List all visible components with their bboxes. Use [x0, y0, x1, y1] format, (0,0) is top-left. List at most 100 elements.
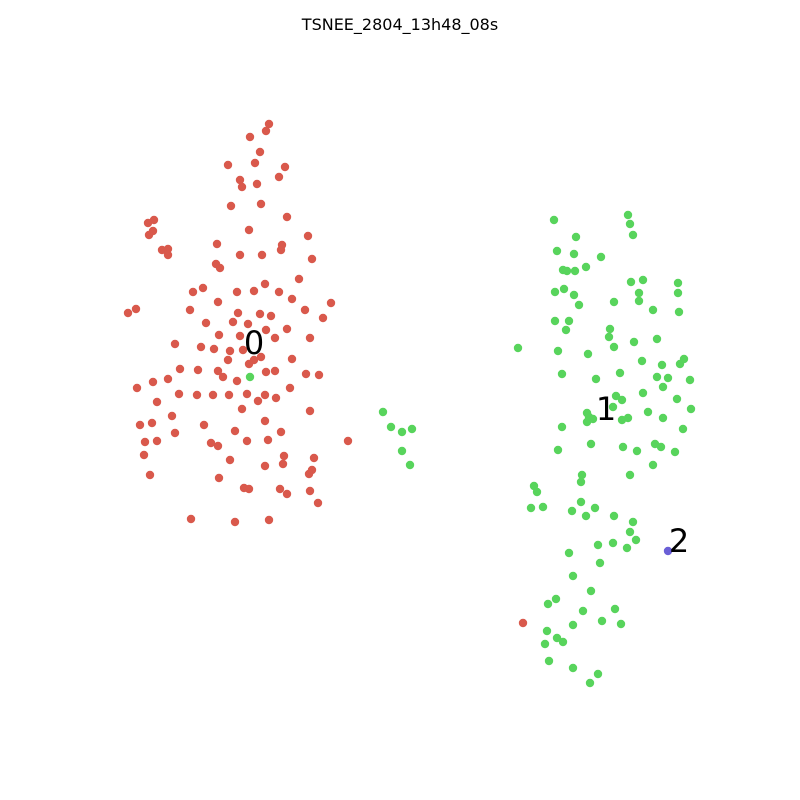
scatter-point-series-0-37	[274, 287, 284, 297]
scatter-point-series-0-104	[242, 436, 252, 446]
scatter-point-series-1-100	[543, 599, 553, 609]
scatter-point-series-0-11	[256, 199, 266, 209]
scatter-point-series-1-42	[615, 368, 625, 378]
scatter-point-series-0-6	[280, 162, 290, 172]
scatter-point-series-0-30	[215, 263, 225, 273]
scatter-point-series-1-43	[652, 372, 662, 382]
scatter-point-series-0-115	[145, 470, 155, 480]
scatter-point-series-0-96	[260, 416, 270, 426]
scatter-point-series-1-4	[571, 232, 581, 242]
scatter-point-series-1-74	[670, 447, 680, 457]
scatter-point-series-1-9	[562, 266, 572, 276]
scatter-point-series-1-61	[557, 422, 567, 432]
scatter-point-series-0-2	[245, 132, 255, 142]
scatter-point-series-1-89	[628, 517, 638, 527]
scatter-point-series-0-50	[243, 319, 253, 329]
scatter-point-series-0-12	[226, 201, 236, 211]
scatter-point-series-0-97	[276, 427, 286, 437]
scatter-point-series-0-98	[230, 426, 240, 436]
scatter-point-series-0-106	[343, 436, 353, 446]
scatter-point-series-1-108	[558, 637, 568, 647]
scatter-point-series-1-84	[576, 497, 586, 507]
scatter-point-series-1-76	[648, 460, 658, 470]
scatter-point-series-1-95	[564, 548, 574, 558]
scatter-point-series-0-39	[213, 297, 223, 307]
scatter-point-series-1-64	[386, 422, 396, 432]
scatter-point-series-1-14	[673, 278, 683, 288]
scatter-point-series-0-68	[175, 364, 185, 374]
scatter-point-series-1-17	[569, 290, 579, 300]
scatter-point-series-0-51	[282, 324, 292, 334]
scatter-point-series-0-1	[261, 126, 271, 136]
scatter-point-series-1-39	[675, 359, 685, 369]
scatter-point-series-1-23	[648, 305, 658, 315]
scatter-point-series-1-68	[405, 460, 415, 470]
scatter-point-series-0-70	[213, 366, 223, 376]
scatter-point-series-1-13	[638, 275, 648, 285]
scatter-point-series-0-125	[264, 515, 274, 525]
scatter-point-series-0-105	[263, 435, 273, 445]
chart-title: TSNEE_2804_13h48_08s	[301, 15, 498, 35]
scatter-point-series-1-21	[634, 296, 644, 306]
cluster-label-2: 2	[669, 522, 689, 560]
scatter-point-series-1-27	[561, 325, 571, 335]
scatter-point-series-0-5	[250, 158, 260, 168]
scatter-point-series-1-46	[658, 382, 668, 392]
scatter-point-series-1-48	[611, 391, 621, 401]
scatter-point-series-1-71	[632, 446, 642, 456]
scatter-point-series-0-20	[212, 239, 222, 249]
scatter-point-series-0-73	[301, 369, 311, 379]
scatter-point-series-1-11	[581, 262, 591, 272]
scatter-point-series-0-101	[140, 437, 150, 447]
scatter-point-series-0-28	[307, 254, 317, 264]
scatter-point-series-1-36	[637, 356, 647, 366]
scatter-point-series-1-28	[605, 324, 615, 334]
scatter-point-series-1-45	[685, 375, 695, 385]
scatter-point-series-0-86	[260, 390, 270, 400]
scatter-point-series-1-47	[638, 388, 648, 398]
scatter-point-series-1-2	[625, 219, 635, 229]
scatter-point-series-1-109	[540, 639, 550, 649]
scatter-point-series-0-124	[230, 517, 240, 527]
scatter-point-series-1-112	[593, 669, 603, 679]
scatter-point-series-0-83	[208, 390, 218, 400]
scatter-point-series-0-64	[287, 354, 297, 364]
scatter-point-series-0-94	[147, 418, 157, 428]
scatter-point-series-0-40	[185, 305, 195, 315]
scatter-point-series-0-34	[198, 283, 208, 293]
scatter-point-series-1-69	[586, 439, 596, 449]
scatter-point-series-1-106	[542, 626, 552, 636]
scatter-point-series-0-88	[253, 396, 263, 406]
scatter-point-series-1-93	[608, 538, 618, 548]
scatter-point-series-0-95	[199, 420, 209, 430]
scatter-point-series-0-47	[266, 311, 276, 321]
scatter-point-series-0-8	[235, 175, 245, 185]
scatter-point-series-0-18	[244, 225, 254, 235]
scatter-point-series-0-3	[255, 147, 265, 157]
scatter-point-series-0-119	[275, 484, 285, 494]
scatter-point-series-0-0	[264, 119, 274, 129]
scatter-point-series-0-31	[294, 274, 304, 284]
scatter-point-series-1-73	[656, 442, 666, 452]
scatter-point-series-1-110	[544, 656, 554, 666]
scatter-point-series-0-46	[255, 309, 265, 319]
scatter-point-series-0-81	[174, 389, 184, 399]
scatter-point-series-0-62	[238, 345, 248, 355]
scatter-point-series-1-103	[568, 620, 578, 630]
scatter-point-series-0-114	[304, 469, 314, 479]
scatter-point-series-1-22	[574, 300, 584, 310]
scatter-point-series-0-15	[143, 218, 153, 228]
scatter-point-series-0-13	[282, 212, 292, 222]
scatter-point-series-1-60	[686, 404, 696, 414]
scatter-point-series-0-48	[228, 317, 238, 327]
scatter-point-series-1-78	[576, 477, 586, 487]
scatter-point-series-0-85	[242, 389, 252, 399]
scatter-point-series-0-78	[148, 377, 158, 387]
scatter-point-series-0-77	[163, 374, 173, 384]
scatter-point-series-0-24	[163, 244, 173, 254]
scatter-point-series-0-76	[218, 372, 228, 382]
scatter-point-series-1-55	[582, 417, 592, 427]
scatter-point-series-1-90	[625, 527, 635, 537]
scatter-point-series-1-65	[397, 427, 407, 437]
